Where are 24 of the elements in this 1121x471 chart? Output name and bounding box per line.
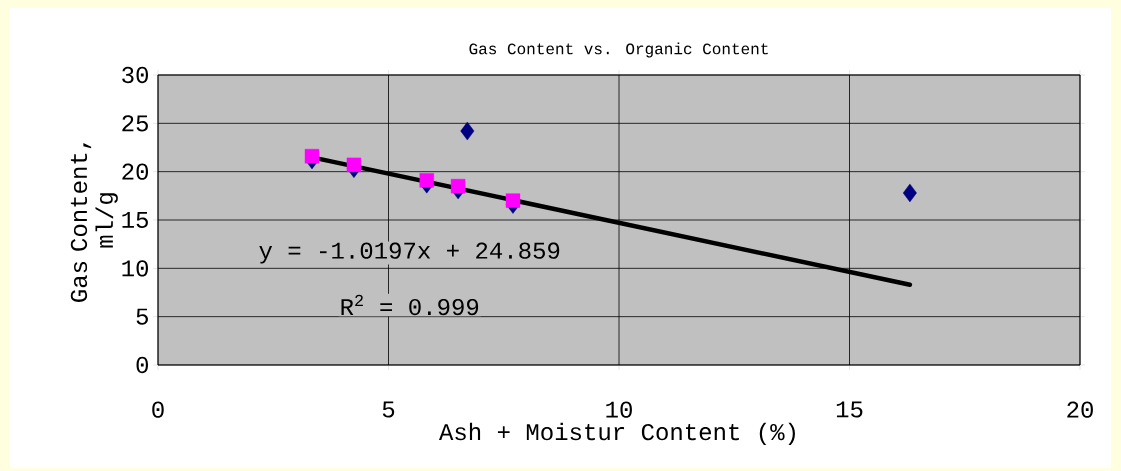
chart-title: Gas Content vs. Organic Content [469,42,768,58]
y-tick-label: 20 [122,163,148,180]
y-axis-title: Gas Content, ml/g [70,143,118,302]
y-tick-label: 25 [122,115,148,132]
annotation: y = -1.0197x + 24.859 [259,242,560,264]
x-tick-label: 15 [836,401,863,418]
annotation: R$^{2}$ = 0.999 [341,294,479,316]
point [304,149,320,164]
y-tick-label: 15 [122,211,148,229]
x-tick-label: 5 [382,401,395,418]
point [346,157,362,173]
y-tick-label: 0 [136,356,148,374]
point [902,183,917,203]
y-tick-label: 10 [122,260,148,277]
x-tick-label: 20 [1067,401,1093,418]
point [419,173,434,188]
x-axis-title: Ash + Moistur Content (%) [438,422,795,446]
y-tick-label: 5 [136,308,148,325]
point [450,178,466,194]
point [505,193,521,208]
y-tick-label: 30 [122,66,148,84]
x-tick-label: 10 [606,401,632,418]
x-tick-label: 0 [152,401,164,418]
point [460,121,475,141]
